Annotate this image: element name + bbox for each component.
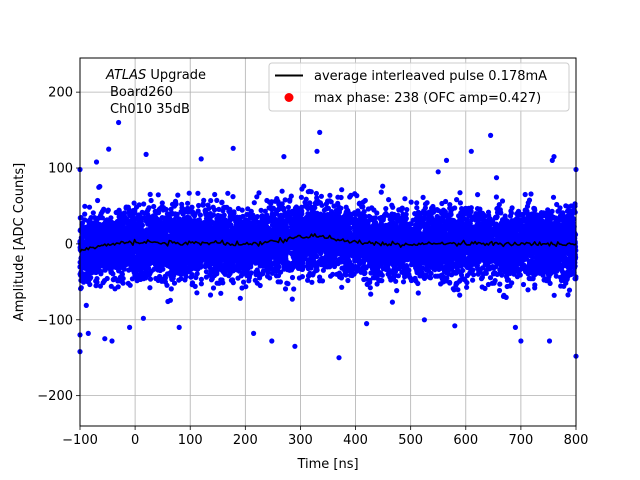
scatter-point [279, 188, 285, 194]
scatter-point [553, 273, 559, 279]
scatter-point [385, 271, 391, 277]
scatter-points [77, 119, 579, 361]
scatter-point [455, 287, 461, 293]
scatter-point [386, 197, 392, 203]
scatter-point [198, 276, 204, 282]
scatter-point [185, 200, 191, 206]
scatter-point [485, 281, 491, 288]
scatter-point [90, 210, 96, 216]
scatter-point [285, 204, 291, 210]
scatter-point [532, 285, 538, 291]
scatter-point [179, 201, 185, 207]
scatter-point [82, 203, 88, 209]
scatter-point [402, 196, 408, 202]
scatter-point [189, 204, 195, 210]
scatter-point [475, 192, 481, 198]
scatter-point [330, 271, 336, 277]
scatter-point [82, 211, 88, 217]
scatter-point [159, 200, 165, 206]
scatter-point [285, 281, 291, 287]
scatter-point [457, 190, 463, 196]
scatter-point [398, 206, 404, 212]
scatter-point [367, 285, 373, 291]
scatter-point [408, 199, 414, 205]
scatter-point [132, 210, 138, 216]
scatter-point [219, 199, 225, 205]
scatter-point [454, 197, 460, 203]
scatter-point [97, 283, 103, 289]
scatter-point [368, 291, 374, 297]
scatter-point [460, 267, 466, 274]
scatter-point [458, 272, 465, 278]
scatter-point [254, 194, 260, 200]
scatter-point [105, 207, 111, 213]
scatter-point [86, 204, 93, 210]
scatter-point [147, 276, 154, 282]
scatter-point [424, 200, 430, 206]
scatter-point [252, 277, 258, 283]
scatter-point [131, 200, 137, 206]
scatter-point [205, 202, 211, 208]
scatter-point [78, 285, 84, 291]
scatter-point [195, 208, 201, 214]
scatter-point [88, 215, 94, 221]
scatter-point [414, 205, 420, 211]
scatter-point [194, 290, 200, 296]
scatter-point [239, 285, 245, 291]
scatter-point [270, 212, 276, 218]
scatter-point [572, 209, 578, 215]
scatter-point [148, 197, 154, 204]
scatter-point [522, 191, 528, 198]
scatter-point [267, 275, 273, 281]
scatter-point [347, 194, 353, 200]
scatter-point [203, 274, 209, 280]
scatter-point [176, 277, 182, 283]
scatter-point [95, 197, 101, 204]
scatter-point [515, 208, 522, 214]
scatter-point [298, 266, 304, 272]
scatter-point [421, 275, 428, 281]
scatter-point [327, 192, 333, 198]
scatter-point [171, 280, 178, 286]
scatter-point [230, 194, 236, 200]
scatter-point [218, 290, 224, 296]
scatter-point [282, 197, 288, 203]
scatter-point [313, 190, 319, 197]
scatter-point [147, 191, 153, 197]
scatter-point [374, 281, 380, 287]
scatter-point [393, 278, 399, 284]
scatter-point [104, 275, 110, 282]
scatter-point [198, 281, 204, 287]
scatter-point [188, 274, 194, 280]
scatter-point [497, 281, 503, 287]
scatter-point [175, 192, 181, 198]
scatter-point [487, 275, 494, 281]
scatter-point [306, 188, 313, 194]
scatter-point [394, 288, 400, 294]
scatter-point [339, 284, 345, 290]
scatter-point [362, 270, 368, 276]
scatter-point [339, 187, 345, 193]
scatter-point [291, 286, 297, 292]
scatter-point [482, 285, 488, 292]
scatter-point [214, 197, 220, 203]
scatter-point [251, 200, 257, 206]
scatter-point [186, 190, 192, 196]
scatter-point [203, 269, 209, 275]
scatter-point [246, 275, 252, 281]
scatter-point [554, 201, 560, 208]
scatter-point [356, 200, 363, 206]
scatter-point [378, 189, 384, 195]
scatter-point [550, 194, 557, 200]
scatter-point [505, 277, 511, 283]
scatter-point [237, 295, 243, 301]
scatter-point [93, 283, 99, 289]
